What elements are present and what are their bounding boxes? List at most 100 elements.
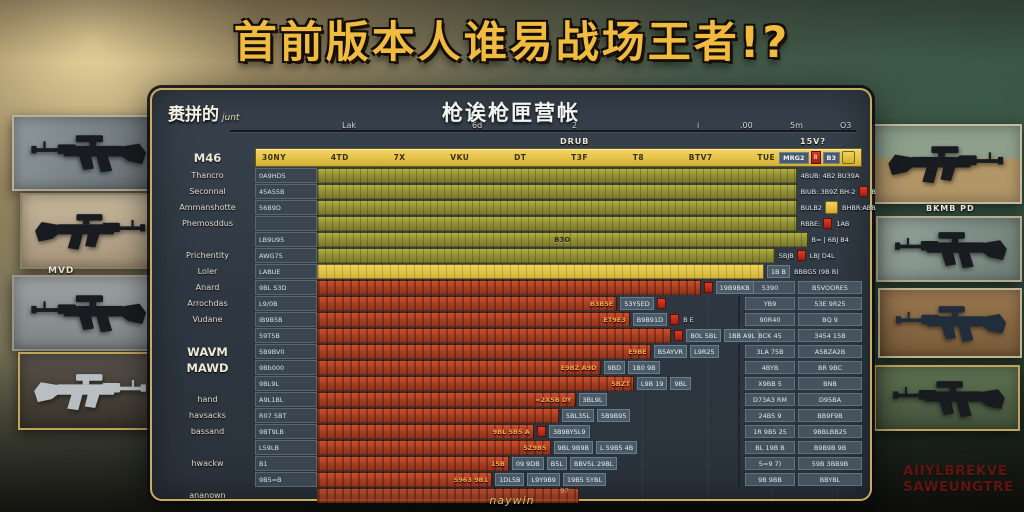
axis-tick-label: Lak (342, 121, 356, 130)
right-col-2: BB9F9B (798, 409, 862, 422)
row-outside-label: hwackw (191, 459, 224, 468)
right-col-2: BR 9BC (798, 361, 862, 374)
panel-corner-label: 赉拼的 junt (168, 100, 239, 125)
table-row: havsacks R07 5BT 5BL35L 5B9B95 24B5 9 BB9F9B (160, 408, 862, 423)
header-cell: 30NY (262, 153, 287, 162)
bar-end-text: ET9E3 (603, 315, 626, 324)
right-columns: 5=9 7) 59B 3BB9B (738, 456, 862, 471)
right-col-2: 9BBLBB25 (798, 425, 862, 438)
corner-script-text: junt (222, 113, 240, 123)
bar-zone: B3O B= | 6BJ B4 (317, 232, 862, 247)
right-col-2: BQ 9 (798, 313, 862, 326)
gun-image-left-3 (12, 275, 162, 351)
gun-image-right-4 (874, 365, 1020, 431)
stat-bar: 5Z9B5 (317, 440, 551, 455)
corner-label-text: 赉拼的 (168, 105, 219, 125)
header-cell: TUE (757, 153, 776, 162)
row-cell-label: A9L1BL (255, 392, 317, 407)
stat-bar (317, 328, 672, 343)
row-outside-label: Anard (195, 283, 220, 292)
axis-tick-label: .00 (740, 121, 753, 130)
right-col-1: 3LA 75B (745, 345, 795, 358)
header-cell: VKU (450, 153, 470, 162)
gun-image-right-3 (878, 288, 1022, 358)
bar-zone: 1B B BBBG5 (9B B) (317, 264, 862, 279)
bar-value-cell: 9BL (670, 377, 691, 390)
table-row: hand A9L1BL =2X5B DY 3BL9L D73A3 RM D95BA (160, 392, 862, 407)
bar-value-cell: L9B 19 (636, 377, 668, 390)
stats-table: M46 30NY 4TD 7X VKU DT T3F T8 BTV7 TUE MRG2 8 B3… (160, 148, 876, 504)
stat-bar (317, 184, 797, 199)
right-col-1: 5390 (745, 281, 795, 294)
row-outside-label (160, 472, 255, 487)
bar-value-cell: 1DL5B (495, 473, 525, 486)
yellow-badge-icon (825, 201, 839, 214)
bar-side-text: 1AB (836, 219, 850, 228)
row-outside-label: MAWD (186, 360, 229, 375)
gun-image-right-2 (876, 216, 1022, 282)
row-outside-label (160, 232, 255, 247)
right-col-1: BL 19B B (745, 441, 795, 454)
right-columns: 1R 9B5 25 9BBLBB25 (738, 424, 862, 439)
bar-value-cell: 5BL35L (561, 409, 594, 422)
red-badge-icon (674, 330, 684, 341)
table-row: Thancro 0A9HD5 4BUB: 4B2 BU39A (160, 168, 862, 183)
axis-tick-label: O3 (840, 121, 852, 130)
rifle-icon (888, 146, 1003, 184)
row-outside-label: WAVM (187, 344, 228, 359)
right-col-2: B5VOORE5 (798, 281, 862, 294)
stat-bar: 9BL 5B5 A (317, 424, 534, 439)
stat-bar (317, 216, 797, 231)
table-row: ananown (160, 488, 862, 503)
right-col-2: 53E 9R25 (798, 297, 862, 310)
bar-side-text: BULB2 (800, 203, 823, 212)
row-cell-label: 9BT9LB (255, 424, 317, 439)
row-cell-label: R07 5BT (255, 408, 317, 423)
bar-zone: =2X5B DY 3BL9L (317, 392, 734, 407)
row-label-m46: M46 (193, 150, 222, 165)
right-col-1: 90R40 (745, 313, 795, 326)
row-outside-label: Loler (197, 267, 218, 276)
right-columns: 9B 9BB BBYBL (738, 472, 862, 487)
row-outside-label: Ammanshotte (179, 203, 236, 212)
bar-zone: 5963 9B1 1DL5B L9Y9B9 19B5 5YBL (317, 472, 734, 487)
red-badge-icon (670, 314, 680, 325)
row-cell-label: 9BL9L (255, 376, 317, 391)
header-band: 30NY 4TD 7X VKU DT T3F T8 BTV7 TUE MRG2 8 B3 (255, 148, 862, 167)
right-col-2: B9B9B 9B (798, 441, 862, 454)
bar-value-cell: 1B0 9B (628, 361, 660, 374)
right-col-1: 9B 9BB (745, 473, 795, 486)
table-header-row: M46 30NY 4TD 7X VKU DT T3F T8 BTV7 TUE MRG2 8 B3 (160, 148, 862, 167)
row-cell-label: AWG75 (255, 248, 317, 263)
table-row: Vudane IB9B5B ET9E3 B9B91D B E 90R40 BQ 9 (160, 312, 862, 327)
bar-value-cell: 09 9DB (511, 457, 544, 470)
row-outside-label: ananown (189, 491, 226, 500)
row-outside-label (160, 328, 255, 343)
gun-image-left-1 (12, 115, 162, 191)
row-outside-label: Arrochdas (187, 299, 228, 308)
rifle-icon (35, 214, 146, 250)
bar-side-text: B E (683, 315, 694, 324)
rifle-icon (31, 135, 146, 173)
header-cell: T8 (632, 153, 645, 162)
bar-value-cell: B9B91D (632, 313, 668, 326)
axis-note-left: DRUB (560, 137, 590, 146)
right-columns: D73A3 RM D95BA (738, 392, 862, 407)
right-col-2: D95BA (798, 393, 862, 406)
rifle-icon (892, 381, 1005, 418)
right-col-1: YB9 (745, 297, 795, 310)
bar-side-text: BHBR:ABB (842, 203, 876, 212)
page-title: 首前版本人谁易战场王者!? (233, 18, 791, 68)
stat-bar (317, 280, 701, 295)
bar-side-text: BIUB: 3B9Z BH-2 (800, 187, 856, 196)
axis-line (230, 130, 856, 132)
right-columns: 24B5 9 BB9F9B (738, 408, 862, 423)
row-cell-label: 9BL S3D (255, 280, 317, 295)
bar-side-text: 5BJB (778, 251, 794, 260)
bar-zone: 9BL 5B5 A 3B9BY5L9 (317, 424, 734, 439)
rifle-icon (896, 306, 1007, 342)
table-row: bassand 9BT9LB 9BL 5B5 A 3B9BY5L9 1R 9B5 25 9… (160, 424, 862, 439)
table-row: LB9U95 B3O B= | 6BJ B4 (160, 232, 862, 247)
axis-tick-label: 2 (572, 121, 578, 130)
rifle-icon (33, 374, 146, 411)
